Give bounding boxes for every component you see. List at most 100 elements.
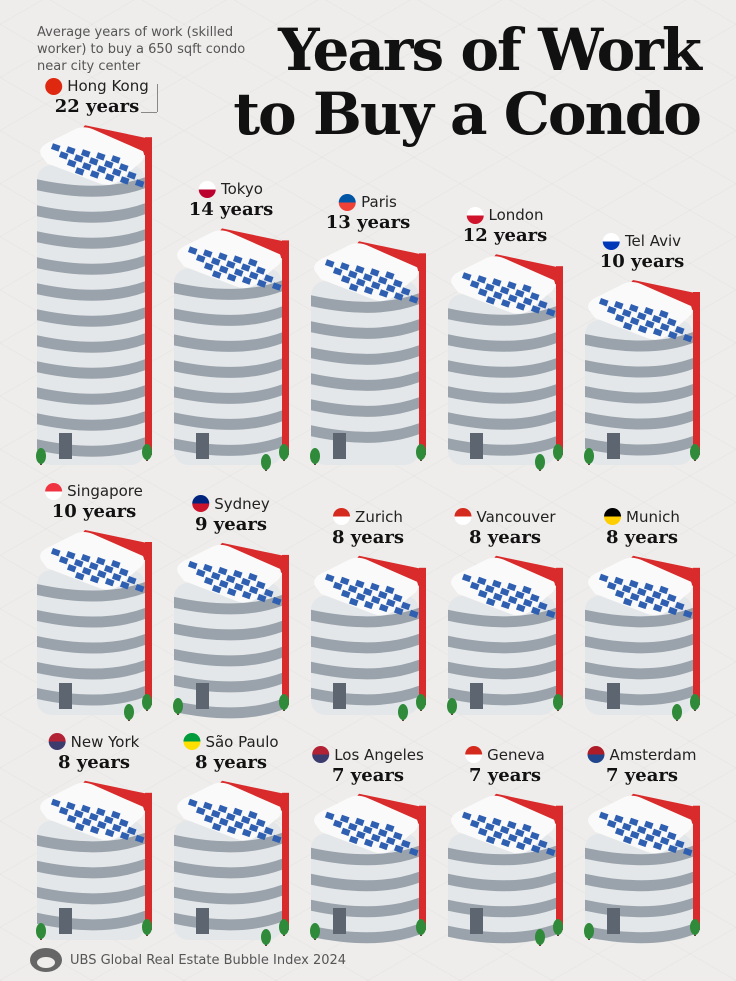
floor-stripe xyxy=(174,280,282,300)
roof-window xyxy=(195,254,206,263)
tree xyxy=(416,694,426,710)
roof-window xyxy=(384,271,395,280)
floor-stripe xyxy=(174,646,282,667)
tree xyxy=(447,698,457,714)
roof-window xyxy=(232,569,243,579)
city-name-text: Tel Aviv xyxy=(624,232,682,250)
roof-window xyxy=(89,575,100,584)
roof-window xyxy=(80,149,91,158)
years-value: 7 years xyxy=(332,764,404,786)
roof-window xyxy=(537,839,548,849)
city-name: Vancouver xyxy=(454,508,556,526)
roof-window xyxy=(134,179,145,188)
roof-window xyxy=(103,815,114,825)
years-value: 10 years xyxy=(599,251,685,272)
tree xyxy=(553,919,563,935)
roof-window xyxy=(225,574,236,584)
tree xyxy=(310,448,320,464)
floor-stripe xyxy=(585,358,693,378)
door xyxy=(196,683,209,709)
floor-stripe xyxy=(174,884,282,905)
roof-window xyxy=(515,603,526,613)
roof-window xyxy=(514,590,525,600)
tree xyxy=(310,923,320,939)
roof-window xyxy=(614,827,625,837)
flag-icon xyxy=(465,746,483,764)
roof-window xyxy=(348,835,359,845)
floor-stripe xyxy=(37,582,145,602)
source-footer: UBS Global Real Estate Bubble Index 2024 xyxy=(30,948,346,972)
building-bar xyxy=(584,280,700,465)
building-bar xyxy=(447,555,563,715)
roof-window xyxy=(354,817,365,827)
floor-stripe xyxy=(174,306,282,326)
roof-window xyxy=(378,841,389,851)
roof-window xyxy=(485,597,496,607)
city-name-text: Sydney xyxy=(214,494,270,513)
city-name: São Paulo xyxy=(183,733,279,751)
years-value: 7 years xyxy=(469,764,541,786)
roof-window xyxy=(499,825,510,835)
roof-window xyxy=(369,268,380,277)
roof-window xyxy=(507,595,518,605)
roof-window xyxy=(598,573,609,583)
roof-window xyxy=(362,587,373,597)
years-value: 9 years xyxy=(195,513,267,535)
roof-window xyxy=(88,157,99,166)
roof-window xyxy=(469,280,480,289)
building-bar xyxy=(37,530,152,721)
roof-window xyxy=(65,801,76,811)
building-bar xyxy=(310,793,426,944)
roof-window xyxy=(392,831,403,841)
city-name: Tokyo xyxy=(189,180,274,198)
roof-window xyxy=(339,814,350,824)
city-name-text: London xyxy=(488,206,544,225)
tree xyxy=(36,448,46,464)
tree xyxy=(36,923,46,939)
roof-window xyxy=(202,801,213,811)
years-value: 10 years xyxy=(51,501,137,522)
roof-window xyxy=(521,823,532,833)
floor-stripe xyxy=(37,255,145,275)
years-value: 13 years xyxy=(325,212,411,234)
floor-stripe xyxy=(448,410,556,430)
roof-window xyxy=(225,260,236,269)
roof-window xyxy=(73,154,84,163)
tree xyxy=(690,919,700,935)
floor-stripe xyxy=(448,384,556,404)
roof-window xyxy=(134,584,145,593)
tree xyxy=(553,444,563,460)
tree xyxy=(279,694,289,710)
roof-window xyxy=(606,581,617,591)
tree xyxy=(142,694,152,710)
city-label: Paris 13 years xyxy=(326,193,411,233)
roof-window xyxy=(378,289,389,298)
floor-stripe xyxy=(585,410,693,430)
roof-window xyxy=(81,817,92,827)
tree xyxy=(142,919,152,935)
roof-window xyxy=(370,595,381,605)
roof-window xyxy=(652,328,663,337)
roof-window xyxy=(263,588,274,598)
roof-window xyxy=(651,590,662,600)
roof-window xyxy=(530,606,541,616)
roof-window xyxy=(332,267,343,276)
roof-window xyxy=(119,176,130,185)
roof-window xyxy=(96,570,107,579)
roof-window xyxy=(118,567,129,577)
roof-window xyxy=(65,551,76,560)
roof-window xyxy=(118,163,129,172)
city-label: Zurich 8 years xyxy=(332,508,404,548)
floor-stripe xyxy=(585,923,693,944)
roof-window xyxy=(514,289,525,298)
roof-window xyxy=(522,836,533,846)
roof-window xyxy=(111,823,122,833)
roof-window xyxy=(58,556,69,565)
roof-window xyxy=(256,831,267,841)
roof-window xyxy=(65,146,76,155)
roof-window xyxy=(339,262,350,271)
roof-window xyxy=(363,838,374,848)
floor-stripe xyxy=(174,410,282,430)
roof-window xyxy=(500,600,511,610)
